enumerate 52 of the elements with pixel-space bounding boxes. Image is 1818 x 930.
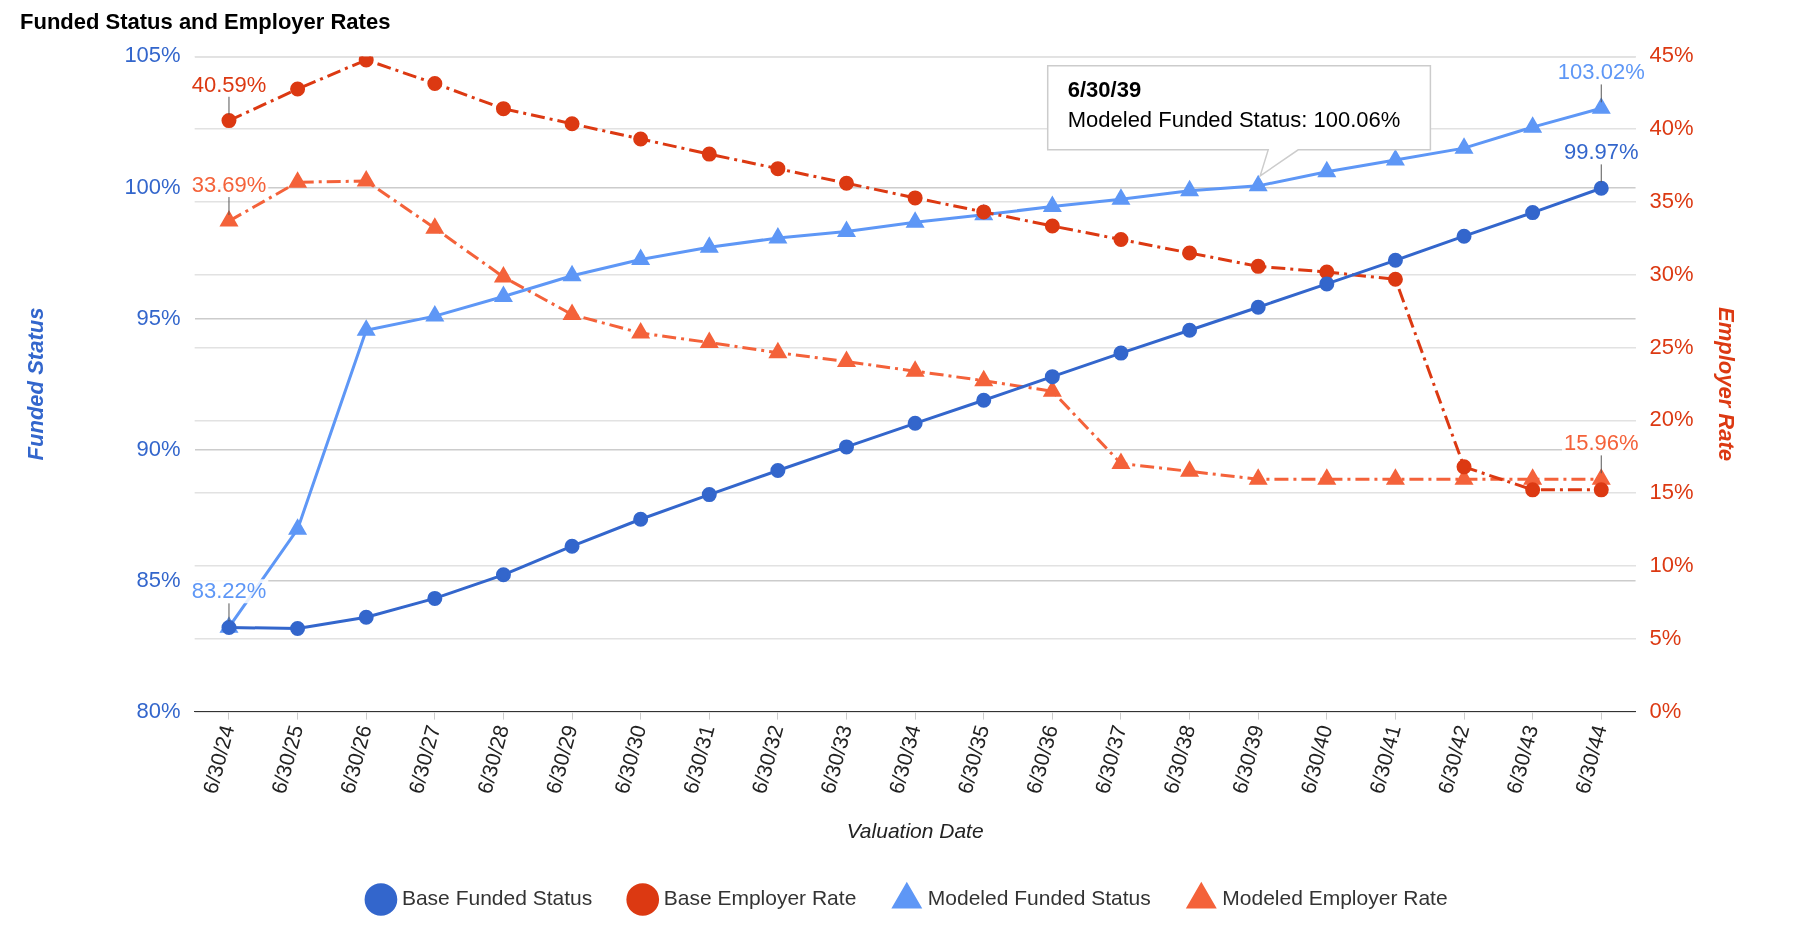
- annotation: 6/30/39 Modeled Funded Status: 100.06%: [1067, 76, 1401, 132]
- x-tick-label: 6/30/38: [1158, 722, 1200, 797]
- legend-label: Modeled Funded Status: [927, 886, 1151, 910]
- x-tick-label: 6/30/29: [541, 722, 582, 797]
- y2-tick-label: 5%: [1649, 624, 1682, 650]
- x-tick-label: 6/30/35: [952, 722, 994, 797]
- x-tick-label: 6/30/34: [884, 722, 925, 797]
- y-tick-label: 80%: [136, 697, 181, 723]
- data-label: 99.97%: [1563, 139, 1639, 165]
- data-label: 83.22%: [191, 578, 267, 604]
- data-label: 33.69%: [191, 172, 267, 198]
- y-tick-label: 85%: [136, 566, 181, 592]
- y-tick-label: 90%: [136, 435, 181, 461]
- legend-label: Base Employer Rate: [663, 886, 857, 910]
- y2-tick-label: 0%: [1649, 697, 1682, 723]
- x-tick-label: 6/30/33: [815, 722, 856, 797]
- x-tick-label: 6/30/30: [609, 722, 651, 797]
- x-tick-label: 6/30/37: [1090, 722, 1131, 797]
- data-label: 15.96%: [1563, 430, 1639, 456]
- x-tick-label: 6/30/32: [747, 722, 788, 797]
- y2-axis-title: Employer Rate: [1713, 306, 1739, 462]
- data-label: 103.02%: [1557, 59, 1645, 85]
- legend-label: Base Funded Status: [401, 886, 593, 910]
- y2-tick-label: 40%: [1649, 115, 1694, 141]
- y2-tick-label: 10%: [1649, 552, 1694, 578]
- x-tick-label: 6/30/42: [1433, 722, 1474, 797]
- x-tick-label: 6/30/41: [1364, 722, 1405, 797]
- x-tick-label: 6/30/28: [472, 722, 513, 797]
- legend-label: Modeled Employer Rate: [1222, 886, 1448, 910]
- y2-tick-label: 30%: [1649, 260, 1694, 286]
- x-tick-label: 6/30/25: [266, 722, 308, 797]
- y-tick-label: 95%: [136, 304, 181, 330]
- x-tick-label: 6/30/39: [1227, 722, 1268, 797]
- x-tick-label: 6/30/43: [1501, 722, 1543, 797]
- data-label: 40.59%: [191, 71, 267, 97]
- x-tick-label: 6/30/36: [1021, 722, 1062, 797]
- y2-tick-label: 25%: [1649, 333, 1694, 359]
- y-tick-label: 105%: [124, 42, 181, 68]
- y-tick-label: 100%: [124, 173, 181, 199]
- x-tick-label: 6/30/44: [1570, 722, 1611, 797]
- y2-tick-label: 45%: [1649, 42, 1694, 68]
- x-tick-label: 6/30/40: [1295, 722, 1337, 797]
- y-axis-title: Funded Status: [23, 307, 49, 461]
- x-axis-title: Valuation Date: [846, 819, 984, 843]
- y2-tick-label: 20%: [1649, 406, 1694, 432]
- y2-tick-label: 35%: [1649, 188, 1694, 214]
- chart-title: Funded Status and Employer Rates: [20, 9, 391, 35]
- x-tick-label: 6/30/24: [198, 722, 239, 797]
- y2-tick-label: 15%: [1649, 479, 1694, 505]
- x-tick-label: 6/30/31: [678, 722, 719, 797]
- x-tick-label: 6/30/27: [403, 722, 445, 797]
- x-tick-label: 6/30/26: [335, 722, 376, 797]
